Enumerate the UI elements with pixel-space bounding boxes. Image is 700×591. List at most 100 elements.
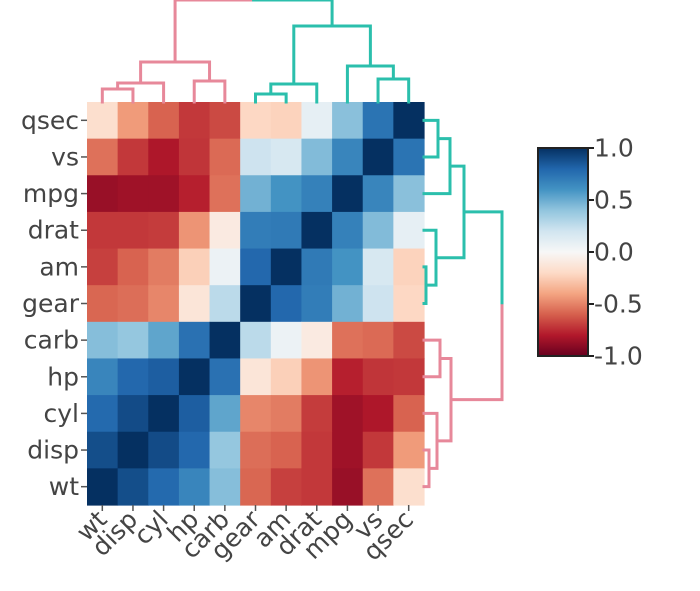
heatmap-cell-gear-hp <box>178 285 211 323</box>
heatmap-cell-vs-am <box>270 138 303 176</box>
heatmap-cell-hp-drat <box>301 358 333 396</box>
heatmap-cell-drat-mpg <box>332 211 364 250</box>
heatmap-cell-hp-hp <box>178 358 211 396</box>
heatmap-cell-cyl-qsec <box>393 395 425 433</box>
heatmap-cell-wt-gear <box>240 468 272 506</box>
heatmap-cell-am-am <box>270 248 303 286</box>
heatmap-cell-vs-drat <box>301 138 333 176</box>
heatmap-cell-wt-cyl <box>148 468 180 506</box>
heatmap-cell-qsec-wt <box>87 102 119 140</box>
heatmap-cell-vs-mpg <box>332 138 364 176</box>
heatmap-cell-qsec-hp <box>178 102 211 140</box>
dendrogram-link <box>292 24 372 86</box>
heatmap-cell-wt-am <box>270 468 303 506</box>
heatmap-cells <box>87 102 425 506</box>
heatmap-cell-disp-qsec <box>393 431 425 469</box>
heatmap-cell-am-mpg <box>332 248 364 286</box>
heatmap-cell-disp-hp <box>178 431 211 469</box>
heatmap-cell-gear-qsec <box>393 285 425 323</box>
heatmap-cell-wt-disp <box>117 468 149 506</box>
heatmap-cell-drat-wt <box>87 211 119 250</box>
heatmap-cell-gear-vs <box>362 285 394 323</box>
heatmap-cell-qsec-gear <box>240 102 272 140</box>
dendrogram-link <box>116 81 166 104</box>
heatmap-cell-hp-cyl <box>148 358 180 396</box>
heatmap-cell-disp-disp <box>117 431 149 469</box>
heatmap-cell-gear-drat <box>301 285 333 323</box>
heatmap-cell-qsec-disp <box>117 102 149 140</box>
heatmap-cell-carb-am <box>270 321 303 360</box>
dendrogram-link <box>376 77 411 104</box>
heatmap-cell-am-carb <box>209 248 241 286</box>
heatmap-cell-cyl-vs <box>362 395 394 433</box>
colorbar-tick-label: 0.0 <box>594 238 634 267</box>
y-tick-label-wt: wt <box>49 472 79 501</box>
heatmap-cell-cyl-carb <box>209 395 241 433</box>
heatmap-cell-gear-wt <box>87 285 119 323</box>
y-tick-label-cyl: cyl <box>44 399 80 428</box>
heatmap-cell-cyl-cyl <box>148 395 180 433</box>
heatmap-cell-carb-vs <box>362 321 394 360</box>
heatmap-cell-gear-disp <box>117 285 149 323</box>
colorbar-tick-label: 1.0 <box>594 134 634 163</box>
heatmap-cell-mpg-wt <box>87 175 119 213</box>
heatmap-cell-mpg-gear <box>240 175 272 213</box>
heatmap-cell-disp-gear <box>240 431 272 469</box>
heatmap-cell-carb-wt <box>87 321 119 360</box>
y-tick-label-carb: carb <box>24 326 79 355</box>
heatmap-cell-mpg-vs <box>362 175 394 213</box>
colorbar: 1.0 0.5 0.0 -0.5 -1.0 <box>537 134 643 371</box>
heatmap-cell-hp-mpg <box>332 358 364 396</box>
heatmap-cell-gear-mpg <box>332 285 364 323</box>
heatmap-cell-cyl-hp <box>178 395 211 433</box>
heatmap-cell-carb-qsec <box>393 321 425 360</box>
heatmap-cell-drat-cyl <box>148 211 180 250</box>
y-tick-label-qsec: qsec <box>21 106 79 135</box>
heatmap-cell-vs-gear <box>240 138 272 176</box>
heatmap-cell-gear-cyl <box>148 285 180 323</box>
column-dendrogram <box>100 0 411 104</box>
heatmap-cell-drat-disp <box>117 211 149 250</box>
heatmap-cell-wt-qsec <box>393 468 425 506</box>
colorbar-tick-label: -0.5 <box>594 290 643 319</box>
heatmap-cell-wt-drat <box>301 468 333 506</box>
dendrogram-link <box>192 79 227 104</box>
heatmap-cell-vs-qsec <box>393 138 425 176</box>
row-dendrogram <box>422 118 504 489</box>
heatmap-cell-vs-vs <box>362 138 394 176</box>
heatmap-cell-qsec-am <box>270 102 303 140</box>
heatmap-cell-hp-qsec <box>393 358 425 396</box>
y-tick-label-hp: hp <box>47 362 79 391</box>
heatmap-cell-wt-hp <box>178 468 211 506</box>
heatmap-cell-disp-wt <box>87 431 119 469</box>
heatmap-cell-am-drat <box>301 248 333 286</box>
heatmap-cell-am-cyl <box>148 248 180 286</box>
heatmap-cell-qsec-qsec <box>393 102 425 140</box>
heatmap-cell-cyl-am <box>270 395 303 433</box>
heatmap-cell-carb-mpg <box>332 321 364 360</box>
heatmap-cell-hp-am <box>270 358 303 396</box>
heatmap-cell-qsec-cyl <box>148 102 180 140</box>
heatmap-cell-drat-gear <box>240 211 272 250</box>
colorbar-ticks: 1.0 0.5 0.0 -0.5 -1.0 <box>588 134 643 371</box>
heatmap-cell-wt-wt <box>87 468 119 506</box>
dendrogram-link <box>422 118 440 159</box>
heatmap-cell-am-qsec <box>393 248 425 286</box>
heatmap-cell-qsec-drat <box>301 102 333 140</box>
dendrogram-link <box>252 0 334 28</box>
heatmap-cell-am-gear <box>240 248 272 286</box>
y-tick-label-drat: drat <box>28 216 79 245</box>
dendrogram-link <box>422 338 442 379</box>
heatmap-cell-mpg-am <box>270 175 303 213</box>
dendrogram-link <box>345 64 395 104</box>
heatmap-cell-mpg-qsec <box>393 175 425 213</box>
dendrogram-link <box>100 87 135 104</box>
heatmap-cell-cyl-drat <box>301 395 333 433</box>
heatmap-cell-mpg-drat <box>301 175 333 213</box>
dendrogram-link <box>449 304 504 402</box>
heatmap-cell-hp-wt <box>87 358 119 396</box>
heatmap-cell-am-wt <box>87 248 119 286</box>
heatmap-cell-wt-mpg <box>332 468 364 506</box>
